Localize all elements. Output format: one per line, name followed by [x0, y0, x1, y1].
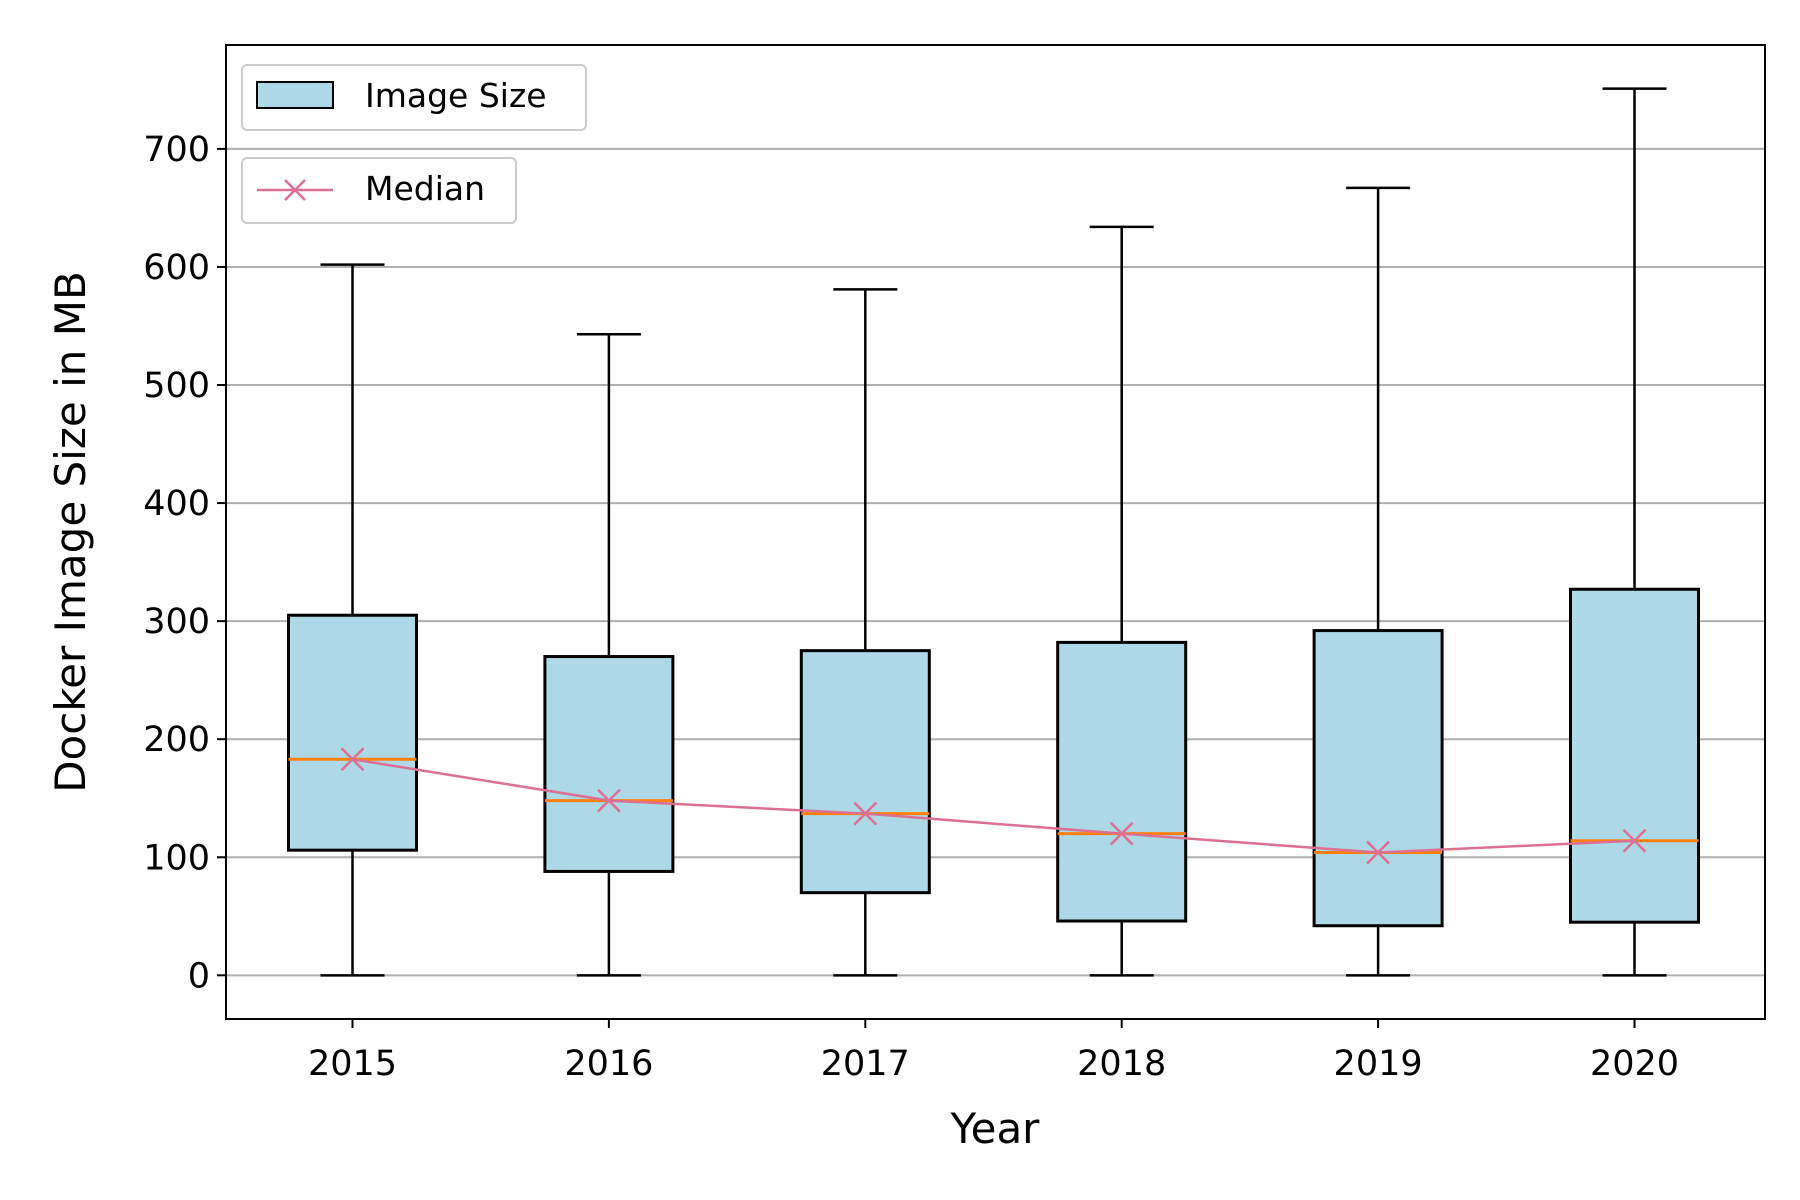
y-tick-label: 500 — [143, 366, 210, 406]
box-iqr — [287, 613, 418, 852]
box-2019 — [1312, 186, 1444, 977]
y-tick-label: 100 — [143, 838, 210, 878]
legend-x-marker — [284, 179, 306, 201]
x-tick-label: 2019 — [1334, 1044, 1423, 1084]
box-iqr — [1569, 587, 1700, 924]
legend-label: Image Size — [365, 76, 547, 115]
plot-frame — [225, 44, 1766, 1020]
median-point — [1366, 840, 1390, 865]
box-iqr — [543, 655, 675, 873]
y-tick-label: 700 — [143, 130, 210, 170]
median-point — [340, 747, 365, 772]
legend-size: Image Size — [241, 64, 587, 131]
y-axis-title: Docker Image Size in MB — [46, 271, 95, 793]
x-tick-label: 2015 — [308, 1044, 397, 1084]
x-tick-label: 2016 — [564, 1044, 653, 1084]
box-2018 — [1056, 225, 1188, 977]
legend-median: Median — [241, 157, 517, 224]
box-iqr — [799, 649, 931, 895]
y-tick-label: 200 — [143, 720, 210, 760]
x-tick-label: 2020 — [1590, 1044, 1679, 1084]
x-tick-label: 2018 — [1077, 1044, 1166, 1084]
box-2017 — [799, 288, 931, 977]
box-iqr — [1312, 629, 1444, 928]
box-iqr — [1056, 640, 1188, 923]
median-point — [597, 788, 621, 813]
median-point — [1622, 828, 1647, 853]
y-axis-ticks: 0 100 200 300 400 500 600 700 — [143, 130, 226, 996]
box-2016 — [543, 332, 675, 977]
box-2015 — [287, 263, 418, 977]
median-series — [340, 747, 1647, 865]
legend-frame — [241, 157, 517, 224]
x-tick-label: 2017 — [821, 1044, 910, 1084]
grid-lines — [226, 147, 1765, 977]
y-tick-label: 0 — [188, 956, 210, 996]
axes — [225, 44, 1766, 1020]
box-2020 — [1569, 87, 1700, 977]
legend-label: Median — [365, 169, 485, 208]
median-line — [352, 758, 1635, 854]
y-tick-label: 400 — [143, 484, 210, 524]
y-tick-label: 300 — [143, 602, 210, 642]
y-tick-label: 600 — [143, 248, 210, 288]
x-axis-title: Year — [950, 1104, 1041, 1153]
median-point — [853, 801, 878, 826]
x-axis-ticks: 2015 2016 2017 2018 2019 2020 — [308, 1019, 1679, 1084]
box-series — [287, 87, 1700, 977]
legend-box-swatch — [256, 81, 334, 109]
median-point — [1109, 821, 1134, 846]
